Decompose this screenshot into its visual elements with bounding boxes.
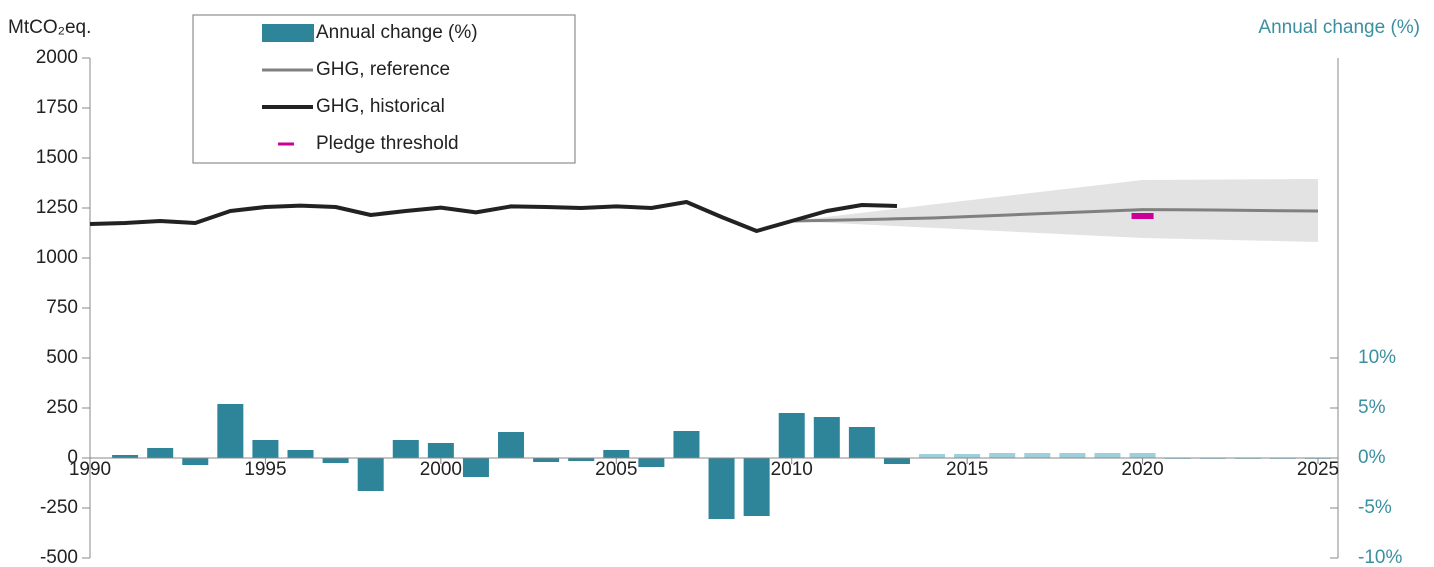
y-tick-label: 1750: [36, 97, 78, 118]
bar: [603, 450, 630, 458]
bar: [848, 427, 875, 458]
legend-label: GHG, reference: [316, 59, 450, 80]
y2-tick-label: 0%: [1358, 447, 1386, 468]
bar: [883, 458, 910, 464]
uncertainty-band: [791, 179, 1318, 242]
bar: [357, 458, 384, 491]
legend: Annual change (%) GHG, reference GHG, hist…: [192, 14, 576, 164]
y-tick-label: 750: [46, 297, 78, 318]
legend-label: GHG, historical: [316, 96, 445, 117]
bar: [252, 440, 279, 458]
bar: [919, 454, 946, 458]
line: [791, 208, 1319, 223]
bar: [954, 454, 981, 458]
bar: [498, 432, 525, 458]
bar: [1094, 453, 1121, 458]
bar: [147, 448, 174, 458]
bar: [989, 453, 1016, 458]
bar: [778, 413, 805, 458]
line: [89, 200, 898, 233]
bar: [533, 458, 560, 462]
y-tick-label: -500: [40, 547, 78, 567]
y-tick-label: 1500: [36, 147, 78, 168]
bar: [322, 458, 349, 463]
x-tick-label: 2005: [595, 459, 637, 480]
bar: [673, 431, 700, 458]
bar: [287, 450, 314, 458]
bar: [638, 458, 665, 467]
bar: [1024, 453, 1051, 458]
bar: [568, 458, 595, 461]
legend-box: [192, 14, 576, 164]
y-tick-label: -250: [40, 497, 78, 518]
y2-tick-label: -5%: [1358, 497, 1392, 518]
bar: [743, 458, 770, 516]
x-tick-label: 2025: [1297, 459, 1339, 480]
y2-tick-label: 10%: [1358, 347, 1396, 368]
bar: [1059, 453, 1086, 458]
bar: [427, 443, 454, 458]
x-tick-label: 2000: [420, 459, 462, 480]
bar: [462, 458, 489, 477]
bar: [708, 458, 735, 519]
bar: [813, 417, 840, 458]
legend-swatch: [262, 24, 314, 42]
y-tick-label: 1000: [36, 247, 78, 268]
bar: [1129, 453, 1156, 458]
bar: [217, 404, 244, 458]
x-tick-label: 1995: [244, 459, 286, 480]
y-tick-label: 2000: [36, 47, 78, 68]
x-tick-label: 2020: [1121, 459, 1163, 480]
legend-label: Pledge threshold: [316, 133, 459, 154]
y-axis-label: MtCO₂eq.: [8, 17, 91, 38]
y-tick-label: 500: [46, 347, 78, 368]
y2-axis-label: Annual change (%): [1258, 17, 1420, 38]
pledge-marker: [1131, 213, 1154, 219]
y-tick-label: 250: [46, 397, 78, 418]
x-tick-label: 1990: [69, 459, 111, 480]
y2-tick-label: 5%: [1358, 397, 1386, 418]
bar: [392, 440, 419, 458]
y2-tick-label: -10%: [1358, 547, 1402, 567]
x-tick-label: 2015: [946, 459, 988, 480]
x-tick-label: 2010: [771, 459, 813, 480]
bar: [182, 458, 209, 465]
legend-label: Annual change (%): [316, 22, 478, 43]
bar: [112, 455, 139, 458]
y-tick-label: 1250: [36, 197, 78, 218]
y-tick-label: 0: [67, 447, 78, 468]
